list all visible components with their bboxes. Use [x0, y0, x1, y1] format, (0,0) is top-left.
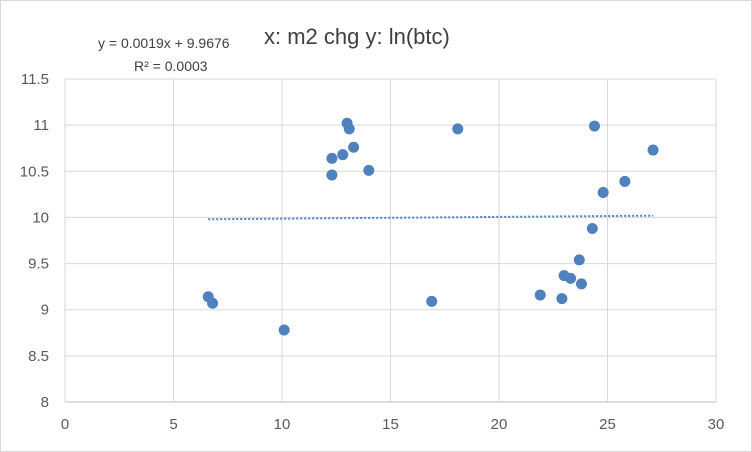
- data-point: [534, 289, 546, 301]
- gridlines: [65, 78, 717, 402]
- y-tick-label: 11.5: [21, 71, 49, 88]
- data-point: [575, 278, 587, 290]
- x-tick-label: 15: [382, 416, 399, 433]
- trendline-equation: y = 0.0019x + 9.9676: [98, 35, 230, 51]
- y-tick-label: 9.5: [28, 256, 49, 273]
- data-point: [565, 272, 577, 284]
- chart-title: x: m2 chg y: ln(btc): [264, 24, 450, 49]
- data-point: [326, 169, 338, 181]
- axes: [64, 79, 716, 403]
- y-tick-label: 10: [32, 209, 49, 226]
- x-tick-label: 0: [61, 416, 69, 433]
- trendline-r2: R² = 0.0003: [134, 58, 208, 74]
- data-point: [363, 164, 375, 176]
- data-points: [202, 117, 659, 336]
- data-point: [556, 293, 568, 305]
- data-point: [619, 175, 631, 187]
- data-point: [426, 295, 438, 307]
- data-point: [452, 123, 464, 135]
- data-point: [597, 187, 609, 199]
- data-point: [647, 144, 659, 156]
- data-point: [207, 297, 219, 309]
- data-point: [278, 324, 290, 336]
- data-point: [326, 152, 338, 164]
- data-point: [573, 254, 585, 266]
- x-tick-label: 20: [491, 416, 508, 433]
- x-tick-label: 25: [599, 416, 616, 433]
- x-tick-label: 30: [708, 416, 725, 433]
- y-tick-label: 11: [33, 117, 49, 134]
- data-point: [337, 149, 349, 161]
- y-tick-label: 9: [41, 302, 49, 319]
- y-tick-label: 8.5: [28, 348, 49, 365]
- data-point: [588, 120, 600, 132]
- data-point: [348, 141, 360, 153]
- tick-labels: 0 5 10 15 20 25 30 8 8.5 9 9.5 10 10.5 11 11.5: [20, 71, 725, 433]
- y-tick-label: 8: [41, 394, 49, 411]
- x-tick-label: 5: [169, 416, 177, 433]
- y-tick-label: 10.5: [20, 163, 49, 180]
- data-point: [343, 123, 355, 135]
- data-point: [586, 223, 598, 235]
- x-tick-label: 10: [274, 416, 291, 433]
